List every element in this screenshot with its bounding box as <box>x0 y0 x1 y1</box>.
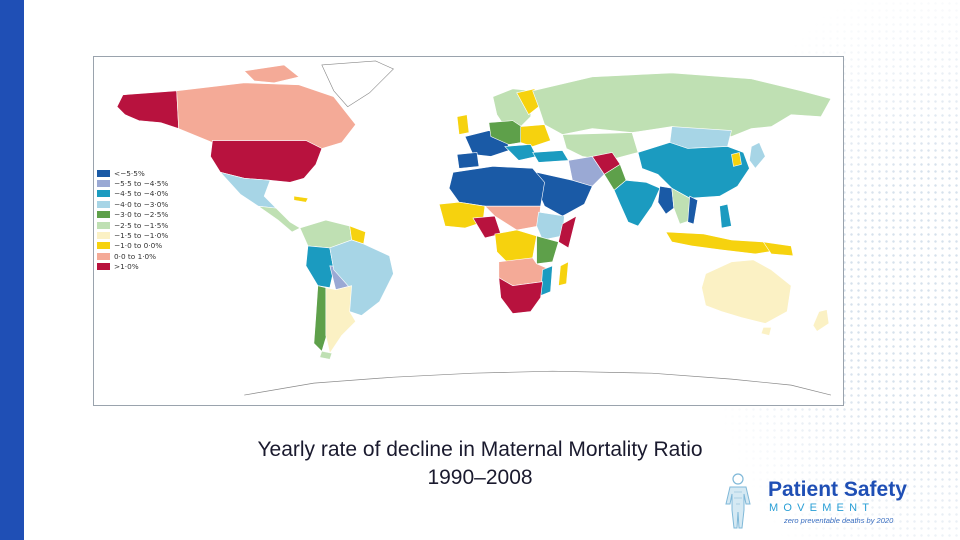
caption-years: 1990–2008 <box>427 466 533 489</box>
legend-item: 0·0 to 1·0% <box>97 251 187 261</box>
legend-label: −1·5 to −1·0% <box>114 231 169 241</box>
region-east-africa <box>536 235 559 265</box>
region-balkans <box>504 144 538 161</box>
legend-label: >1·0% <box>114 262 139 272</box>
region-mongolia <box>669 126 732 149</box>
region-southern-africa <box>498 277 543 314</box>
region-usa <box>210 140 323 183</box>
legend-swatch <box>97 232 110 240</box>
legend-swatch <box>97 169 110 177</box>
region-australia <box>701 259 792 324</box>
map-legend: <−5·5% −5·5 to −4·5% −4·5 to −4·0% −4·0 … <box>97 168 187 272</box>
legend-swatch <box>97 263 110 271</box>
legend-label: −1·0 to 0·0% <box>114 241 163 251</box>
human-figure-icon <box>725 473 751 529</box>
region-ecuador-peru <box>305 245 335 289</box>
region-ethiopia <box>536 211 565 241</box>
legend-swatch <box>97 252 110 260</box>
left-accent-bar <box>0 0 24 540</box>
region-caribbean <box>293 195 309 203</box>
legend-item: >1·0% <box>97 262 187 272</box>
legend-swatch <box>97 221 110 229</box>
legend-item: −3·0 to −2·5% <box>97 210 187 220</box>
region-canada-islands <box>243 64 300 84</box>
region-india <box>613 179 661 227</box>
legend-label: 0·0 to 1·0% <box>114 251 157 261</box>
region-japan <box>749 142 766 169</box>
region-tierra <box>319 351 333 360</box>
region-eastern-europe <box>520 124 551 147</box>
logo-name: Patient Safety <box>768 478 907 501</box>
region-philippines <box>719 203 732 229</box>
patient-safety-logo: Patient Safety MOVEMENT zero preventable… <box>718 470 948 532</box>
legend-label: −3·0 to −2·5% <box>114 210 169 220</box>
region-canada <box>176 82 357 149</box>
legend-label: −4·0 to −3·0% <box>114 199 169 209</box>
region-png <box>762 241 794 257</box>
world-map-svg <box>116 60 832 396</box>
legend-item: −4·5 to −4·0% <box>97 189 187 199</box>
region-north-africa <box>448 166 545 207</box>
region-mexico <box>219 171 277 209</box>
caption-title: Yearly rate of decline in Maternal Morta… <box>257 438 703 461</box>
legend-label: −2·5 to −1·5% <box>114 220 169 230</box>
region-uk <box>456 114 470 135</box>
region-korea <box>731 152 742 167</box>
legend-item: −1·5 to −1·0% <box>97 230 187 240</box>
region-greenland <box>321 60 394 108</box>
legend-label: −5·5 to −4·5% <box>114 179 169 189</box>
world-map <box>93 56 844 406</box>
legend-item: −4·0 to −3·0% <box>97 199 187 209</box>
region-antarctica <box>244 370 832 396</box>
region-myanmar <box>657 185 675 215</box>
legend-swatch <box>97 242 110 250</box>
region-iran <box>568 156 605 187</box>
legend-swatch <box>97 200 110 208</box>
region-alaska <box>116 90 179 130</box>
legend-swatch <box>97 211 110 219</box>
region-indochina <box>671 187 693 225</box>
region-iberia <box>456 152 480 169</box>
region-somalia <box>558 215 577 249</box>
region-vietnam <box>687 195 699 225</box>
legend-label: <−5·5% <box>114 168 145 178</box>
legend-label: −4·5 to −4·0% <box>114 189 169 199</box>
legend-swatch <box>97 180 110 188</box>
legend-item: −2·5 to −1·5% <box>97 220 187 230</box>
region-turkey <box>532 150 569 163</box>
region-brazil <box>329 239 394 316</box>
region-tasmania <box>761 327 772 336</box>
logo-tagline: zero preventable deaths by 2020 <box>784 516 894 525</box>
region-central-america <box>258 205 301 233</box>
legend-item: −5·5 to −4·5% <box>97 178 187 188</box>
legend-swatch <box>97 190 110 198</box>
legend-item: <−5·5% <box>97 168 187 178</box>
region-indonesia <box>665 231 783 255</box>
region-china <box>637 142 750 199</box>
region-madagascar <box>558 261 569 287</box>
region-mozambique <box>540 265 553 297</box>
region-argentina <box>325 285 357 355</box>
logo-movement: MOVEMENT <box>769 502 875 514</box>
legend-item: −1·0 to 0·0% <box>97 241 187 251</box>
map-caption: Yearly rate of decline in Maternal Morta… <box>150 436 810 492</box>
region-new-zealand <box>812 309 830 332</box>
